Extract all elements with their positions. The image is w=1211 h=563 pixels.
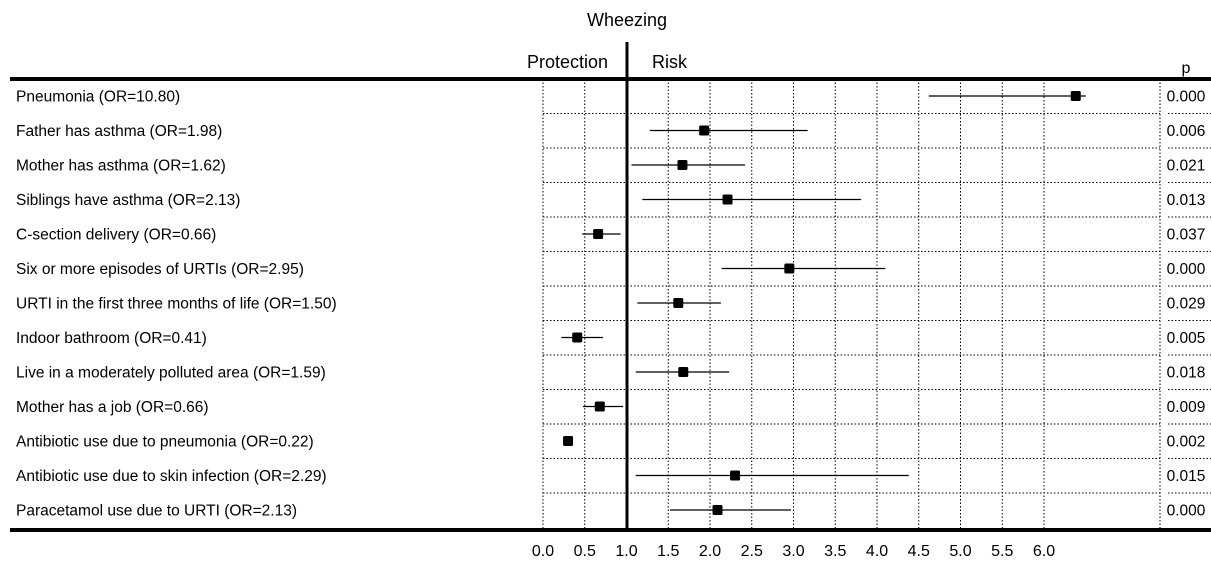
p-value: 0.015 xyxy=(1167,468,1206,485)
forest-row: URTI in the first three months of life (… xyxy=(16,296,1205,313)
row-label: Live in a moderately polluted area (OR=1… xyxy=(16,365,326,382)
x-tick-label: 0.5 xyxy=(574,543,596,560)
p-value: 0.002 xyxy=(1167,434,1206,451)
or-marker xyxy=(722,194,733,205)
forest-row: Pneumonia (OR=10.80) 0.000 xyxy=(16,89,1206,106)
p-value: 0.005 xyxy=(1167,330,1206,347)
x-axis-ticks: 0.0 0.5 1.0 1.5 2.0 2.5 3.0 3.5 4.0 4.5 5.0 5.5 6.0 xyxy=(532,543,1055,560)
row-label: Mother has a job (OR=0.66) xyxy=(16,399,209,416)
forest-row: Father has asthma (OR=1.98) 0.006 xyxy=(16,123,1205,140)
x-tick-label: 6.0 xyxy=(1033,543,1055,560)
row-label: C-section delivery (OR=0.66) xyxy=(16,227,216,244)
x-tick-label: 3.5 xyxy=(824,543,846,560)
row-label: Mother has asthma (OR=1.62) xyxy=(16,158,226,175)
row-label: Antibiotic use due to skin infection (OR… xyxy=(16,468,327,485)
forest-row: Indoor bathroom (OR=0.41) 0.005 xyxy=(16,330,1205,347)
x-tick-label: 2.5 xyxy=(741,543,763,560)
or-marker xyxy=(784,263,795,274)
or-marker xyxy=(677,160,688,170)
gridlines xyxy=(542,79,1161,530)
x-tick-label: 2.0 xyxy=(699,543,721,560)
forest-row: Mother has a job (OR=0.66) 0.009 xyxy=(16,399,1205,416)
forest-row: Siblings have asthma (OR=2.13) 0.013 xyxy=(16,192,1205,209)
p-value: 0.013 xyxy=(1167,192,1206,209)
or-marker xyxy=(1070,91,1081,101)
p-value: 0.000 xyxy=(1167,261,1206,278)
protection-header: Protection xyxy=(527,52,608,72)
x-tick-label: 5.5 xyxy=(991,543,1013,560)
forest-row: Paracetamol use due to URTI (OR=2.13) 0.0… xyxy=(16,503,1206,520)
or-marker xyxy=(730,470,741,481)
row-label: Pneumonia (OR=10.80) xyxy=(16,89,180,106)
row-label: Antibiotic use due to pneumonia (OR=0.22… xyxy=(16,434,314,451)
row-label: Siblings have asthma (OR=2.13) xyxy=(16,192,240,209)
forest-row: Mother has asthma (OR=1.62) 0.021 xyxy=(16,158,1205,175)
risk-header: Risk xyxy=(652,52,688,72)
or-marker xyxy=(594,401,605,412)
or-marker xyxy=(593,229,604,239)
row-label: Indoor bathroom (OR=0.41) xyxy=(16,330,207,347)
p-value: 0.037 xyxy=(1167,227,1206,244)
p-value: 0.000 xyxy=(1167,503,1206,520)
p-value: 0.009 xyxy=(1167,399,1206,416)
p-value: 0.021 xyxy=(1167,158,1206,175)
rows: Pneumonia (OR=10.80) 0.000 Father has asth… xyxy=(16,89,1206,520)
forest-row: Antibiotic use due to pneumonia (OR=0.22… xyxy=(16,434,1205,451)
p-value: 0.006 xyxy=(1167,123,1206,140)
or-marker xyxy=(673,298,684,308)
forest-row: C-section delivery (OR=0.66) 0.037 xyxy=(16,227,1205,244)
or-marker xyxy=(572,332,583,343)
row-separators xyxy=(543,113,1211,494)
x-tick-label: 4.0 xyxy=(866,543,888,560)
forest-row: Six or more episodes of URTIs (OR=2.95) 0… xyxy=(16,261,1206,278)
forest-row: Live in a moderately polluted area (OR=1… xyxy=(16,365,1205,382)
x-tick-label: 1.0 xyxy=(615,543,637,560)
or-marker xyxy=(699,125,710,136)
row-label: Father has asthma (OR=1.98) xyxy=(16,123,222,140)
p-value: 0.029 xyxy=(1167,296,1206,313)
row-label: Six or more episodes of URTIs (OR=2.95) xyxy=(16,261,304,278)
x-tick-label: 0.0 xyxy=(532,543,554,560)
or-marker xyxy=(712,505,723,515)
x-tick-label: 1.5 xyxy=(657,543,679,560)
row-label: URTI in the first three months of life (… xyxy=(16,296,337,313)
or-marker xyxy=(563,436,574,446)
row-label: Paracetamol use due to URTI (OR=2.13) xyxy=(16,503,297,520)
p-value: 0.000 xyxy=(1167,89,1206,106)
x-tick-label: 3.0 xyxy=(782,543,804,560)
or-marker xyxy=(678,367,689,377)
x-tick-label: 4.5 xyxy=(908,543,930,560)
p-header: p xyxy=(1182,60,1191,77)
forest-row: Antibiotic use due to skin infection (OR… xyxy=(16,468,1205,485)
chart-title: Wheezing xyxy=(587,10,667,30)
p-value: 0.018 xyxy=(1167,365,1206,382)
x-tick-label: 5.0 xyxy=(949,543,971,560)
